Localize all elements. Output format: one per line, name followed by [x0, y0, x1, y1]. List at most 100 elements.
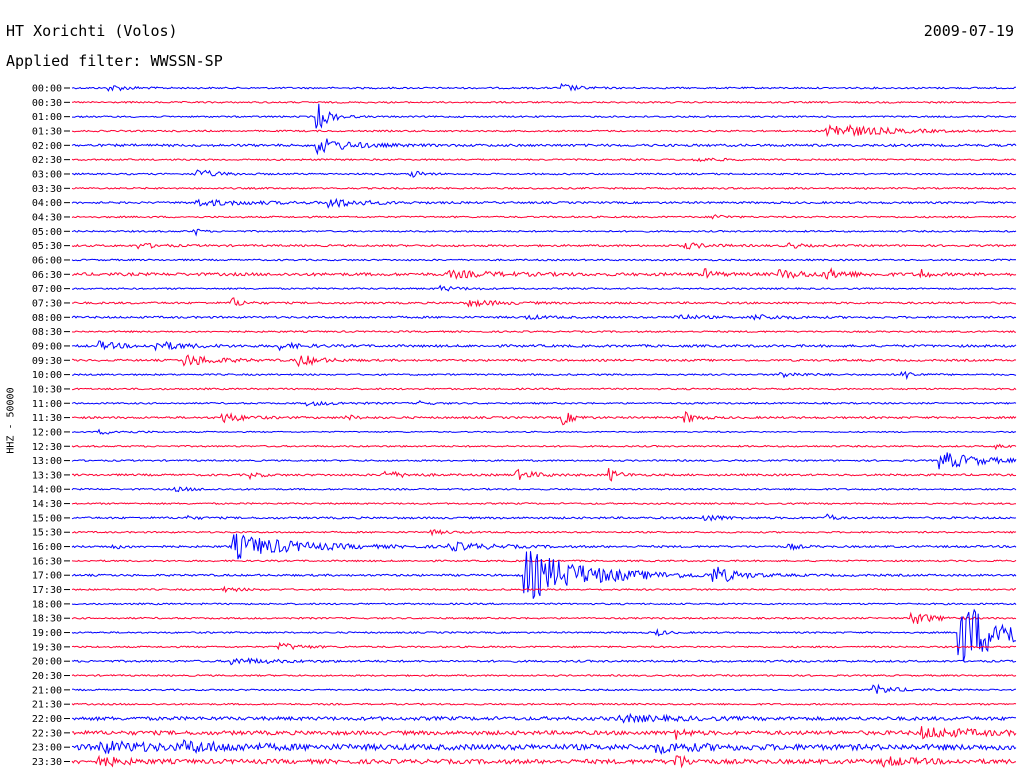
trace-2200 — [71, 712, 1016, 724]
tick-label-1330: 13:30 — [32, 470, 62, 481]
trace-1000 — [71, 370, 1017, 381]
tick-label-0100: 01:00 — [32, 112, 62, 123]
tick-label-1000: 10:00 — [32, 370, 62, 381]
trace-1500 — [71, 513, 1017, 522]
trace-2230 — [71, 726, 1017, 740]
trace-0800 — [71, 313, 1017, 321]
tick-label-1030: 10:30 — [32, 384, 62, 395]
tick-label-1130: 11:30 — [32, 413, 62, 424]
trace-0300 — [71, 169, 1017, 178]
trace-0530 — [71, 242, 1017, 250]
tick-label-2200: 22:00 — [32, 714, 62, 725]
tick-label-0800: 08:00 — [32, 313, 62, 324]
tick-label-0030: 00:30 — [32, 98, 62, 109]
tick-label-1300: 13:00 — [32, 456, 62, 467]
trace-0600 — [71, 258, 1017, 262]
trace-2000 — [71, 657, 1017, 666]
tick-label-0900: 09:00 — [32, 341, 62, 352]
tick-label-2300: 23:00 — [32, 743, 62, 754]
tick-label-2100: 21:00 — [32, 685, 62, 696]
tick-label-1900: 19:00 — [32, 628, 62, 639]
tick-label-1630: 16:30 — [32, 556, 62, 567]
trace-0430 — [71, 214, 1017, 220]
tick-label-1200: 12:00 — [32, 427, 62, 438]
trace-0830 — [71, 330, 1017, 334]
trace-1030 — [72, 387, 1017, 391]
trace-2100 — [71, 683, 1016, 694]
trace-2030 — [71, 674, 1017, 678]
tick-label-0530: 05:30 — [32, 241, 62, 252]
trace-1200 — [72, 428, 1017, 435]
trace-1430 — [71, 502, 1017, 506]
trace-0330 — [71, 186, 1016, 190]
tick-label-0930: 09:30 — [32, 356, 62, 367]
trace-2330 — [71, 754, 1017, 769]
tick-label-0300: 03:00 — [32, 169, 62, 180]
trace-0000 — [71, 82, 1016, 92]
tick-label-0200: 02:00 — [32, 141, 62, 152]
trace-0900 — [71, 340, 1017, 352]
trace-0730 — [72, 297, 1016, 308]
trace-1630 — [71, 559, 1017, 563]
tick-label-2030: 20:30 — [32, 671, 62, 682]
tick-label-0700: 07:00 — [32, 284, 62, 295]
trace-1700 — [71, 551, 1017, 599]
trace-1400 — [71, 486, 1017, 493]
date-label: 2009-07-19 — [923, 22, 1014, 40]
tick-label-1400: 14:00 — [32, 485, 62, 496]
tick-label-2330: 23:30 — [32, 757, 62, 768]
trace-1100 — [71, 399, 1017, 407]
tick-label-0600: 06:00 — [32, 255, 62, 266]
tick-label-2000: 20:00 — [32, 657, 62, 668]
trace-1900 — [71, 608, 1017, 662]
tick-label-1100: 11:00 — [32, 399, 62, 410]
tick-label-1930: 19:30 — [32, 642, 62, 653]
trace-1130 — [71, 411, 1017, 426]
trace-0700 — [71, 284, 1017, 292]
tick-label-0000: 00:00 — [32, 84, 62, 95]
tick-label-1230: 12:30 — [32, 442, 62, 453]
tick-label-0830: 08:30 — [32, 327, 62, 338]
tick-label-2230: 22:30 — [32, 728, 62, 739]
trace-1300 — [71, 452, 1017, 470]
tick-label-1500: 15:00 — [32, 513, 62, 524]
trace-1530 — [71, 529, 1017, 537]
trace-0230 — [71, 157, 1017, 163]
tick-label-1830: 18:30 — [32, 614, 62, 625]
station-title: HT Xorichti (Volos) — [6, 22, 178, 40]
trace-0500 — [71, 228, 1017, 237]
tick-label-0330: 03:30 — [32, 184, 62, 195]
trace-0630 — [71, 267, 1017, 280]
tick-label-1530: 15:30 — [32, 528, 62, 539]
tick-label-0500: 05:00 — [32, 227, 62, 238]
trace-0930 — [71, 354, 1017, 368]
tick-label-1800: 18:00 — [32, 599, 62, 610]
tick-label-0230: 02:30 — [32, 155, 62, 166]
trace-2300 — [71, 739, 1017, 755]
tick-label-0730: 07:30 — [32, 298, 62, 309]
tick-label-2130: 21:30 — [32, 700, 62, 711]
filter-label: Applied filter: WWSSN-SP — [6, 52, 223, 70]
tick-label-0400: 04:00 — [32, 198, 62, 209]
trace-1230 — [71, 443, 1017, 451]
tick-label-0430: 04:30 — [32, 212, 62, 223]
tick-label-1430: 14:30 — [32, 499, 62, 510]
tick-label-1700: 17:00 — [32, 571, 62, 582]
trace-0130 — [71, 123, 1017, 138]
trace-1800 — [71, 602, 1017, 606]
tick-label-0130: 01:30 — [32, 126, 62, 137]
trace-0030 — [72, 100, 1017, 104]
trace-2130 — [71, 702, 1017, 706]
trace-1600 — [71, 533, 1017, 560]
trace-1930 — [71, 641, 1017, 651]
trace-1330 — [71, 468, 1017, 482]
trace-1730 — [71, 585, 1016, 594]
trace-0400 — [71, 197, 1017, 209]
tick-label-1730: 17:30 — [32, 585, 62, 596]
trace-0100 — [72, 103, 1017, 129]
tick-label-1600: 16:00 — [32, 542, 62, 553]
trace-0200 — [71, 138, 1017, 156]
trace-1830 — [71, 611, 1017, 625]
tick-label-0630: 06:30 — [32, 270, 62, 281]
